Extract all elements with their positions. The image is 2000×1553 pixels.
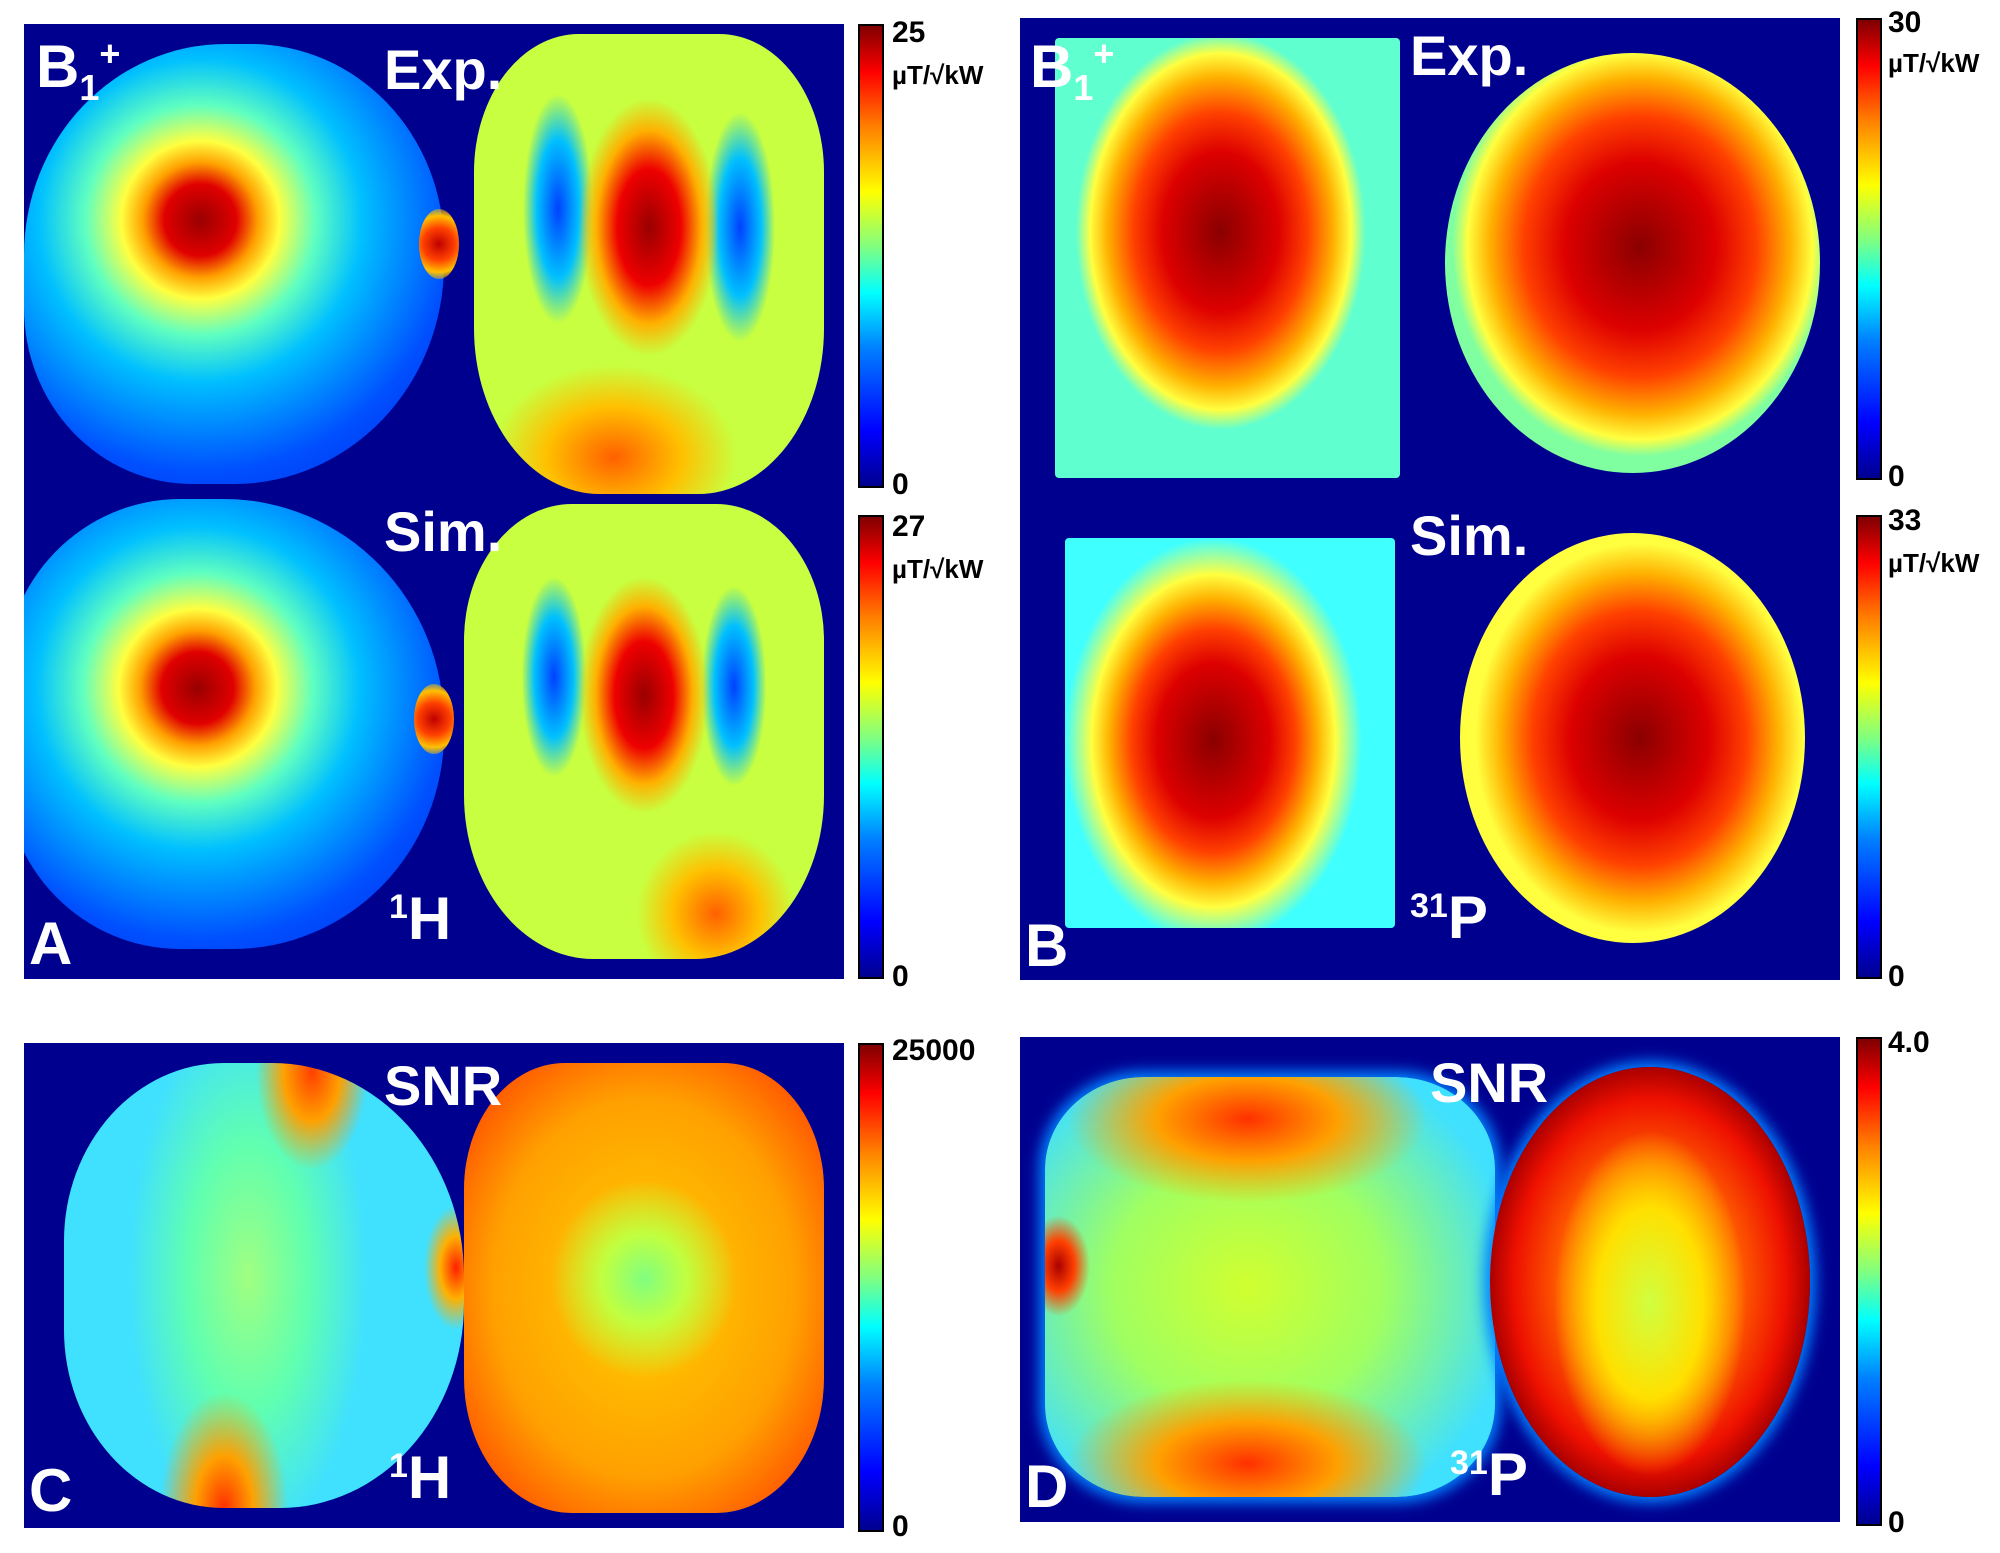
colorbar-c-min: 0 [892, 1510, 909, 1543]
panel-c: SNR 1H C [24, 1043, 844, 1528]
nucleus-label: 31P [1410, 884, 1488, 951]
panel-b: B1+ Exp. Sim. 31P B [1020, 18, 1840, 980]
colorbar-b-top-unit: µT/√kW [1888, 48, 1980, 78]
b1-map-sim-left-edge-hotspot [414, 684, 454, 754]
colorbar-a-bottom-min: 0 [892, 960, 909, 993]
nucleus-label: 1H [389, 885, 452, 952]
sim-label: Sim. [384, 500, 503, 563]
panel-letter: C [29, 1457, 73, 1524]
snr-map-left [64, 1063, 464, 1508]
colorbar-b-top [1856, 18, 1882, 480]
colorbar-b-bottom-unit: µT/√kW [1888, 548, 1980, 578]
colorbar-b-bottom [1856, 515, 1882, 979]
snr-map-square [1045, 1077, 1495, 1497]
b1-plus-label: B1+ [1030, 33, 1115, 108]
snr-map-right [464, 1063, 824, 1513]
colorbar-c-max: 25000 [892, 1034, 976, 1067]
nucleus-label: 1H [389, 1444, 452, 1511]
b1-map-exp-ellipse [1445, 53, 1820, 473]
panel-letter: D [1025, 1453, 1069, 1520]
colorbar-a-bottom-max: 27 [892, 510, 926, 543]
b1-map-exp-left-edge-hotspot [419, 209, 459, 279]
colorbar-d-min: 0 [1888, 1506, 1905, 1539]
colorbar-b-bottom-max: 33 [1888, 504, 1922, 537]
b1-plus-label: B1+ [36, 33, 121, 108]
colorbar-a-top-unit: µT/√kW [892, 60, 984, 90]
b1-map-sim-square [1065, 538, 1395, 928]
colorbar-a-top-max: 25 [892, 16, 926, 49]
colorbar-a-bottom [858, 515, 884, 979]
snr-label: SNR [384, 1054, 503, 1117]
colorbar-a-top [858, 24, 884, 488]
sim-label: Sim. [1410, 504, 1529, 567]
b1-map-exp-left [24, 44, 444, 484]
b1-map-sim-left [24, 499, 444, 949]
exp-label: Exp. [384, 38, 503, 101]
panel-a: B1+ Exp. Sim. 1H A [24, 24, 844, 979]
b1-map-exp-right [474, 34, 824, 494]
b1-map-sim-ellipse [1460, 533, 1805, 943]
colorbar-a-top-min: 0 [892, 468, 909, 501]
colorbar-b-bottom-min: 0 [1888, 960, 1905, 993]
snr-label: SNR [1430, 1051, 1549, 1114]
panel-letter: B [1025, 912, 1069, 979]
colorbar-a-bottom-unit: µT/√kW [892, 554, 984, 584]
panel-letter: A [29, 910, 73, 977]
snr-map-ellipse [1490, 1067, 1810, 1497]
b1-map-exp-square [1055, 38, 1400, 478]
colorbar-b-top-min: 0 [1888, 460, 1905, 493]
colorbar-d [1856, 1037, 1882, 1526]
colorbar-b-top-max: 30 [1888, 6, 1922, 39]
b1-map-sim-right [464, 504, 824, 959]
nucleus-label: 31P [1450, 1441, 1528, 1508]
colorbar-d-max: 4.0 [1888, 1026, 1930, 1059]
exp-label: Exp. [1410, 24, 1529, 87]
panel-d: SNR 31P D [1020, 1037, 1840, 1522]
colorbar-c [858, 1043, 884, 1532]
